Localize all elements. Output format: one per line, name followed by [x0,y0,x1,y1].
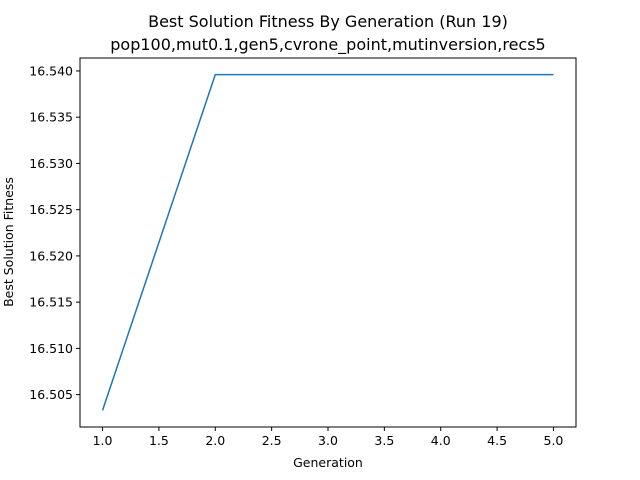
y-axis-ticks: 16.505 16.510 16.515 16.520 16.525 16.530 16.5… [29,63,80,402]
plot-frame [79,57,577,428]
y-axis-label: Best Solution Fitness [1,177,16,307]
y-tick-label: 16.530 [29,156,73,171]
y-tick-label: 16.535 [29,110,73,125]
y-tick-label: 16.515 [29,295,73,310]
chart-title: Best Solution Fitness By Generation (Run… [148,12,508,31]
y-tick-label: 16.520 [29,248,73,263]
series-line [101,73,554,411]
x-tick-label: 3.5 [374,433,394,448]
chart-subtitle: pop100,mut0.1,gen5,cvrone_point,mutinver… [110,35,545,55]
x-tick-label: 1.5 [149,433,169,448]
x-axis-ticks: 1.0 1.5 2.0 2.5 3.0 3.5 4.0 4.5 5.0 [93,427,564,448]
x-tick-label: 3.0 [318,433,338,448]
x-tick-label: 4.0 [431,433,451,448]
x-tick-label: 4.5 [487,433,507,448]
y-tick-label: 16.510 [29,341,73,356]
plot-area [101,73,554,411]
y-tick-label: 16.540 [29,63,73,78]
x-tick-label: 2.5 [262,433,282,448]
x-axis-label: Generation [293,455,363,470]
x-tick-label: 5.0 [544,433,564,448]
y-tick-label: 16.525 [29,202,73,217]
x-tick-label: 2.0 [205,433,225,448]
y-tick-label: 16.505 [29,387,73,402]
x-tick-label: 1.0 [93,433,113,448]
